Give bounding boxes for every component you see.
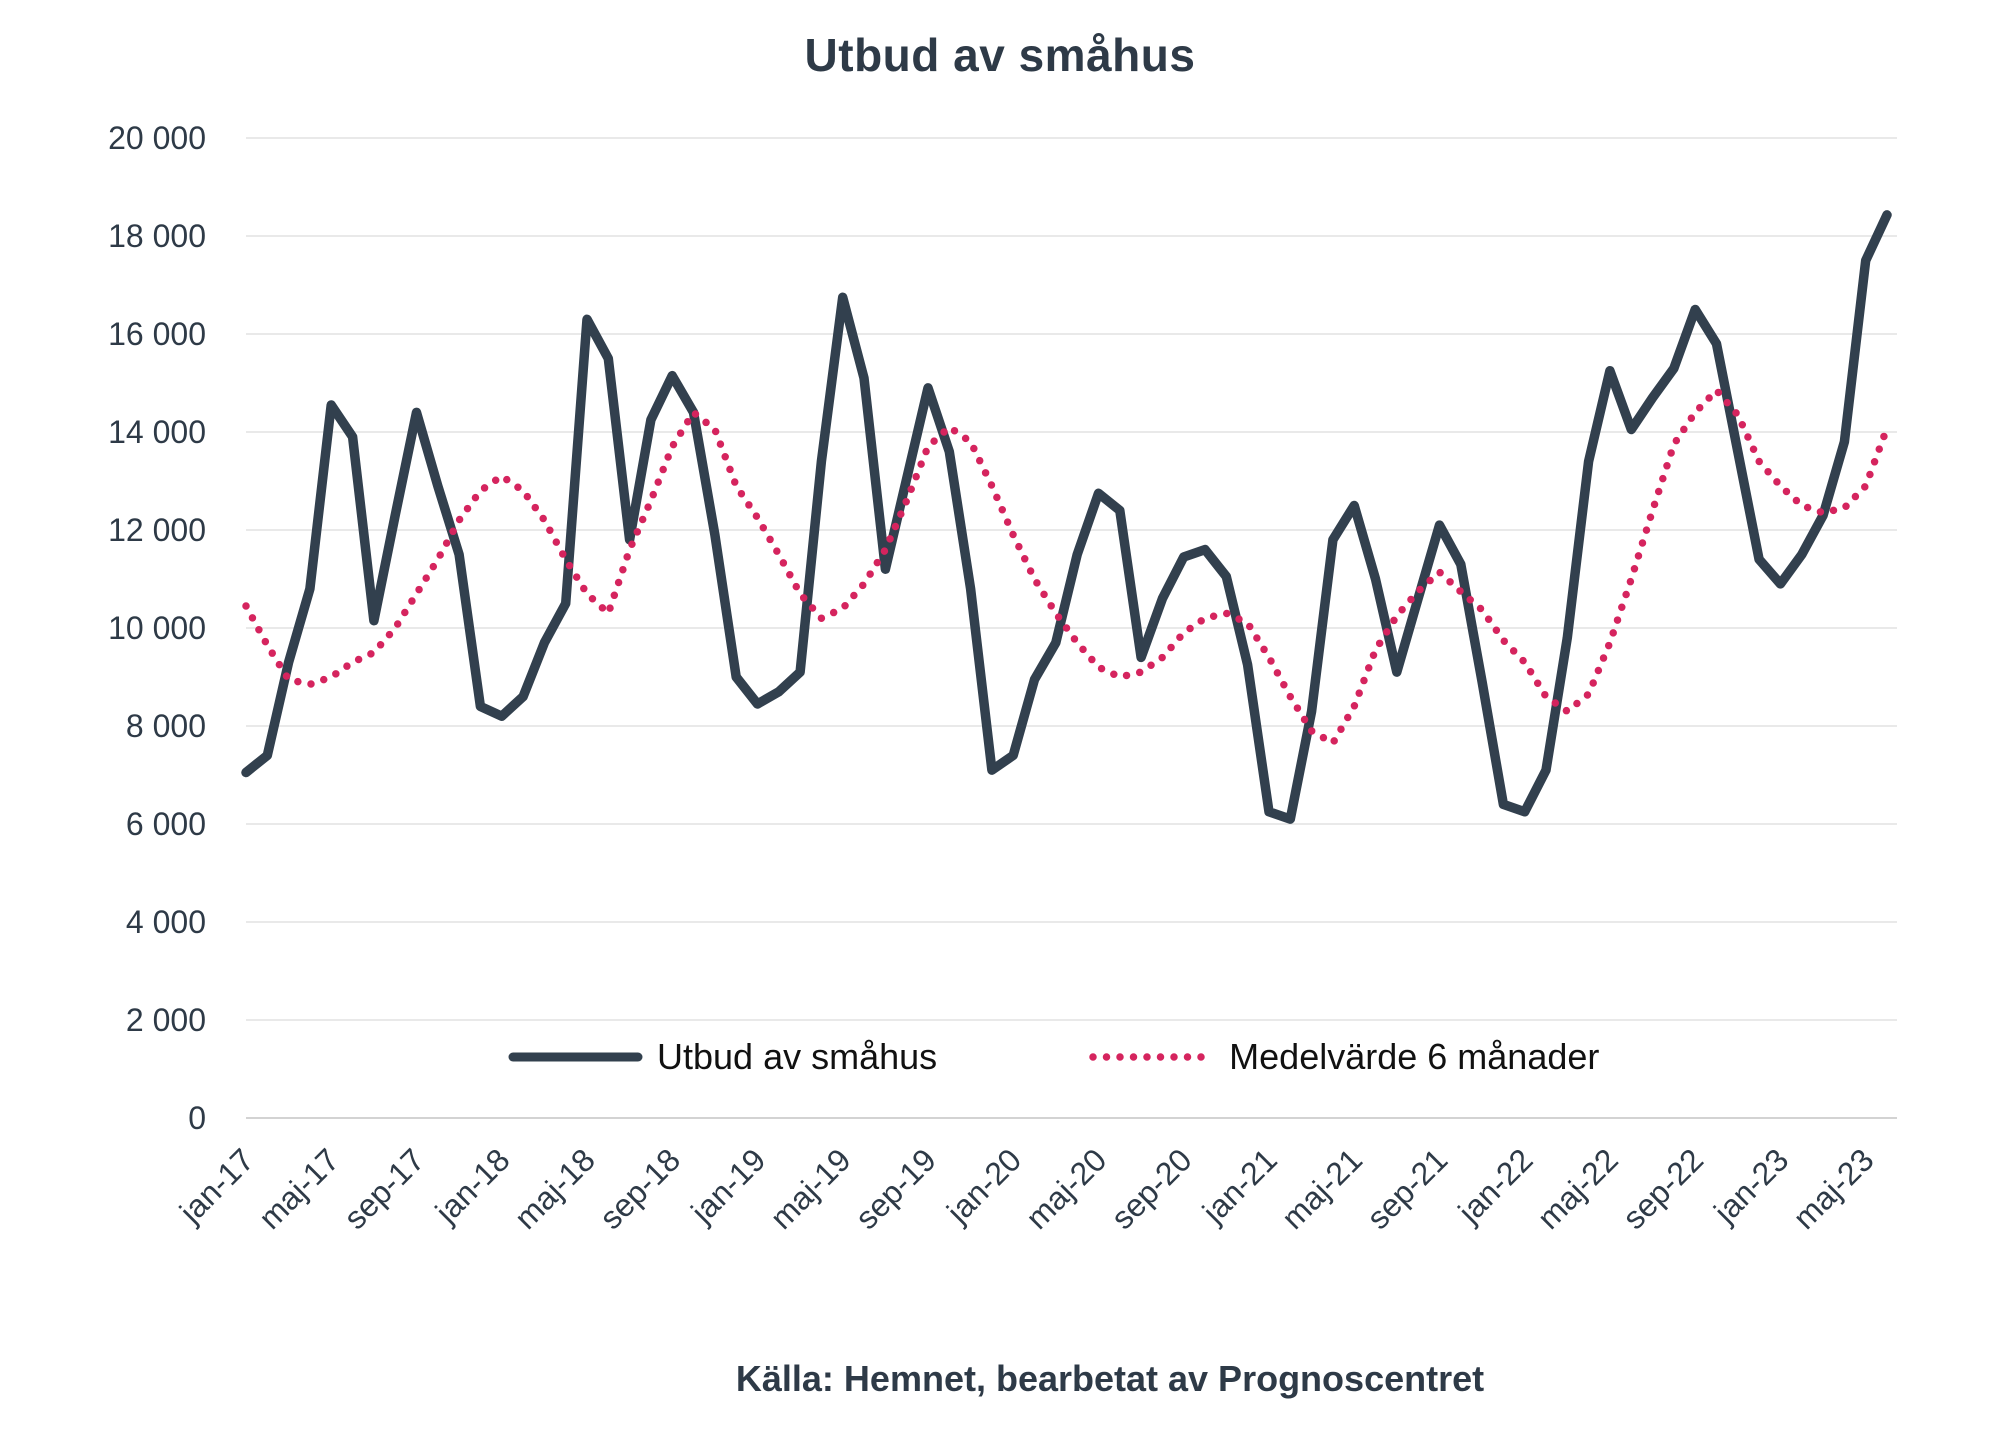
x-tick-label: jan-23	[1706, 1141, 1795, 1230]
y-tick-label: 8 000	[126, 708, 206, 744]
chart-title: Utbud av småhus	[804, 29, 1196, 81]
y-tick-label: 16 000	[108, 316, 206, 352]
x-tick-label: maj-17	[252, 1141, 347, 1236]
x-tick-label: jan-20	[939, 1141, 1028, 1230]
supply-line	[241, 210, 1892, 824]
legend-label-supply: Utbud av småhus	[657, 1036, 938, 1077]
x-tick-label: maj-21	[1275, 1141, 1370, 1236]
source-note: Källa: Hemnet, bearbetat av Prognoscentr…	[735, 1358, 1485, 1399]
x-tick-label: maj-23	[1786, 1141, 1881, 1236]
x-tick-label: sep-18	[593, 1141, 688, 1236]
gridlines	[246, 137, 1897, 1119]
y-tick-label: 12 000	[108, 512, 206, 548]
y-tick-label: 10 000	[108, 610, 206, 646]
y-tick-label: 0	[188, 1100, 206, 1136]
legend-label-average: Medelvärde 6 månader	[1229, 1036, 1600, 1077]
x-tick-label: maj-22	[1530, 1141, 1625, 1236]
x-tick-label: maj-20	[1019, 1141, 1114, 1236]
x-tick-label: sep-22	[1616, 1141, 1711, 1236]
supply-line-swatch-icon	[508, 1052, 643, 1062]
y-tick-label: 14 000	[108, 414, 206, 450]
y-tick-label: 2 000	[126, 1002, 206, 1038]
x-tick-label: maj-18	[507, 1141, 602, 1236]
x-tick-label: sep-19	[848, 1141, 943, 1236]
y-tick-label: 20 000	[108, 120, 206, 156]
x-tick-label: jan-18	[428, 1141, 517, 1230]
average-line	[242, 386, 1891, 747]
y-tick-label: 6 000	[126, 806, 206, 842]
legend-item-average: Medelvärde 6 månader	[1087, 1036, 1599, 1078]
x-tick-label: sep-21	[1360, 1141, 1455, 1236]
y-tick-label: 18 000	[108, 218, 206, 254]
x-axis-labels: jan-17maj-17sep-17jan-18maj-18sep-18jan-…	[172, 1141, 1881, 1236]
average-line-swatch-icon	[1089, 1053, 1215, 1061]
y-tick-label: 4 000	[126, 904, 206, 940]
y-axis-labels: 0 2 000 4 000 6 000 8 000 10 000 12 000 14 000 1…	[108, 120, 206, 1136]
x-tick-label: jan-21	[1195, 1141, 1284, 1230]
x-tick-label: jan-19	[683, 1141, 772, 1230]
x-tick-label: jan-17	[172, 1141, 261, 1230]
x-tick-label: maj-19	[763, 1141, 858, 1236]
chart-legend: Utbud av småhus Medelvärde 6 månader	[508, 1032, 1599, 1082]
x-tick-label: jan-22	[1451, 1141, 1540, 1230]
x-tick-label: sep-20	[1104, 1141, 1199, 1236]
x-tick-label: sep-17	[337, 1141, 432, 1236]
legend-item-supply: Utbud av småhus	[508, 1036, 937, 1078]
